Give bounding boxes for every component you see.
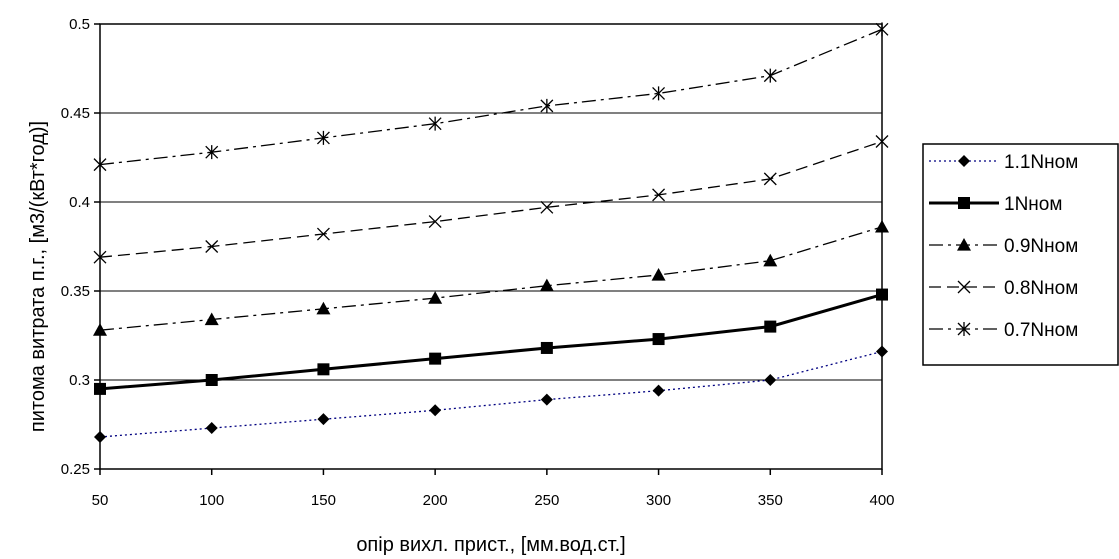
legend-marker (958, 197, 970, 209)
series-0 (94, 345, 888, 443)
legend-entry: 0.7Nном (929, 320, 1078, 341)
y-tick-label: 0.4 (69, 194, 90, 211)
legend-entry: 1Nном (929, 194, 1062, 215)
series-2 (93, 219, 889, 336)
data-point (764, 320, 777, 333)
y-tick-label: 0.25 (61, 461, 90, 478)
data-point (764, 374, 777, 386)
x-tick-label: 300 (646, 492, 671, 509)
data-point (429, 404, 442, 417)
data-point (317, 413, 330, 426)
legend-entry: 0.8Nном (929, 278, 1078, 299)
legend-box (922, 143, 1119, 366)
legend-label: 0.8Nном (1004, 278, 1078, 299)
legend-entry: 1.1Nном (929, 152, 1078, 173)
series-line (99, 226, 883, 331)
data-point (316, 227, 330, 241)
legend-entry: 0.9Nном (929, 236, 1078, 257)
data-point (204, 312, 219, 326)
legend-marker (957, 322, 971, 336)
legend-label: 0.7Nном (1004, 320, 1078, 341)
x-tick-label: 100 (199, 492, 224, 509)
legend-label: 1Nном (1004, 194, 1062, 215)
y-axis-ticks: 0.25 0.3 0.35 0.4 0.45 0.5 (61, 16, 100, 478)
data-point (205, 422, 218, 435)
y-tick-label: 0.3 (69, 372, 90, 389)
x-tick-label: 150 (311, 492, 336, 509)
x-tick-label: 350 (758, 492, 783, 509)
data-point (428, 291, 443, 304)
y-axis-label: питома витрата п.г., [м3/(кВт*год)] (27, 121, 49, 432)
grid-lines (100, 112, 882, 381)
series-layer (93, 22, 889, 443)
data-point (540, 341, 553, 354)
data-point (651, 267, 666, 281)
data-point (205, 240, 219, 253)
legend-label: 1.1Nном (1004, 152, 1078, 173)
data-point (763, 68, 777, 83)
data-point (429, 352, 442, 365)
x-tick-label: 250 (534, 492, 559, 509)
y-tick-label: 0.45 (61, 105, 90, 122)
series-line (99, 28, 883, 166)
series-line (99, 350, 883, 438)
data-point (540, 200, 554, 214)
legend-marker (957, 238, 971, 251)
series-line (99, 293, 883, 391)
legend-label: 0.9Nном (1004, 236, 1078, 257)
data-point (652, 333, 665, 346)
x-tick-label: 400 (869, 492, 894, 509)
series-3 (93, 135, 889, 264)
data-point (652, 384, 665, 397)
data-point (428, 215, 442, 229)
y-tick-label: 0.35 (61, 283, 90, 300)
data-point (316, 130, 330, 145)
series-4 (93, 22, 889, 172)
plot-area-frame (99, 23, 883, 470)
data-point (539, 278, 554, 292)
x-axis-ticks: 50 100 150 200 250 300 350 400 (92, 469, 895, 509)
legend: 1.1Nном 1Nном 0.9Nном 0.8Nном 0.7Nном (922, 143, 1119, 366)
x-tick-label: 50 (92, 492, 109, 509)
data-point (205, 374, 218, 386)
legend-marker (958, 155, 970, 167)
x-tick-label: 200 (423, 492, 448, 509)
data-point (652, 188, 666, 202)
x-axis-label: опір вихл. прист., [мм.вод.ст.] (356, 534, 625, 556)
series-line (99, 140, 883, 258)
data-point (316, 301, 331, 315)
data-point (428, 116, 442, 131)
y-tick-label: 0.5 (69, 16, 90, 33)
legend-marker (957, 280, 971, 294)
data-point (317, 363, 330, 376)
data-point (540, 98, 554, 113)
data-point (540, 393, 553, 406)
data-point (763, 172, 777, 186)
data-point (652, 86, 666, 101)
data-point (763, 253, 778, 267)
data-point (205, 145, 219, 160)
